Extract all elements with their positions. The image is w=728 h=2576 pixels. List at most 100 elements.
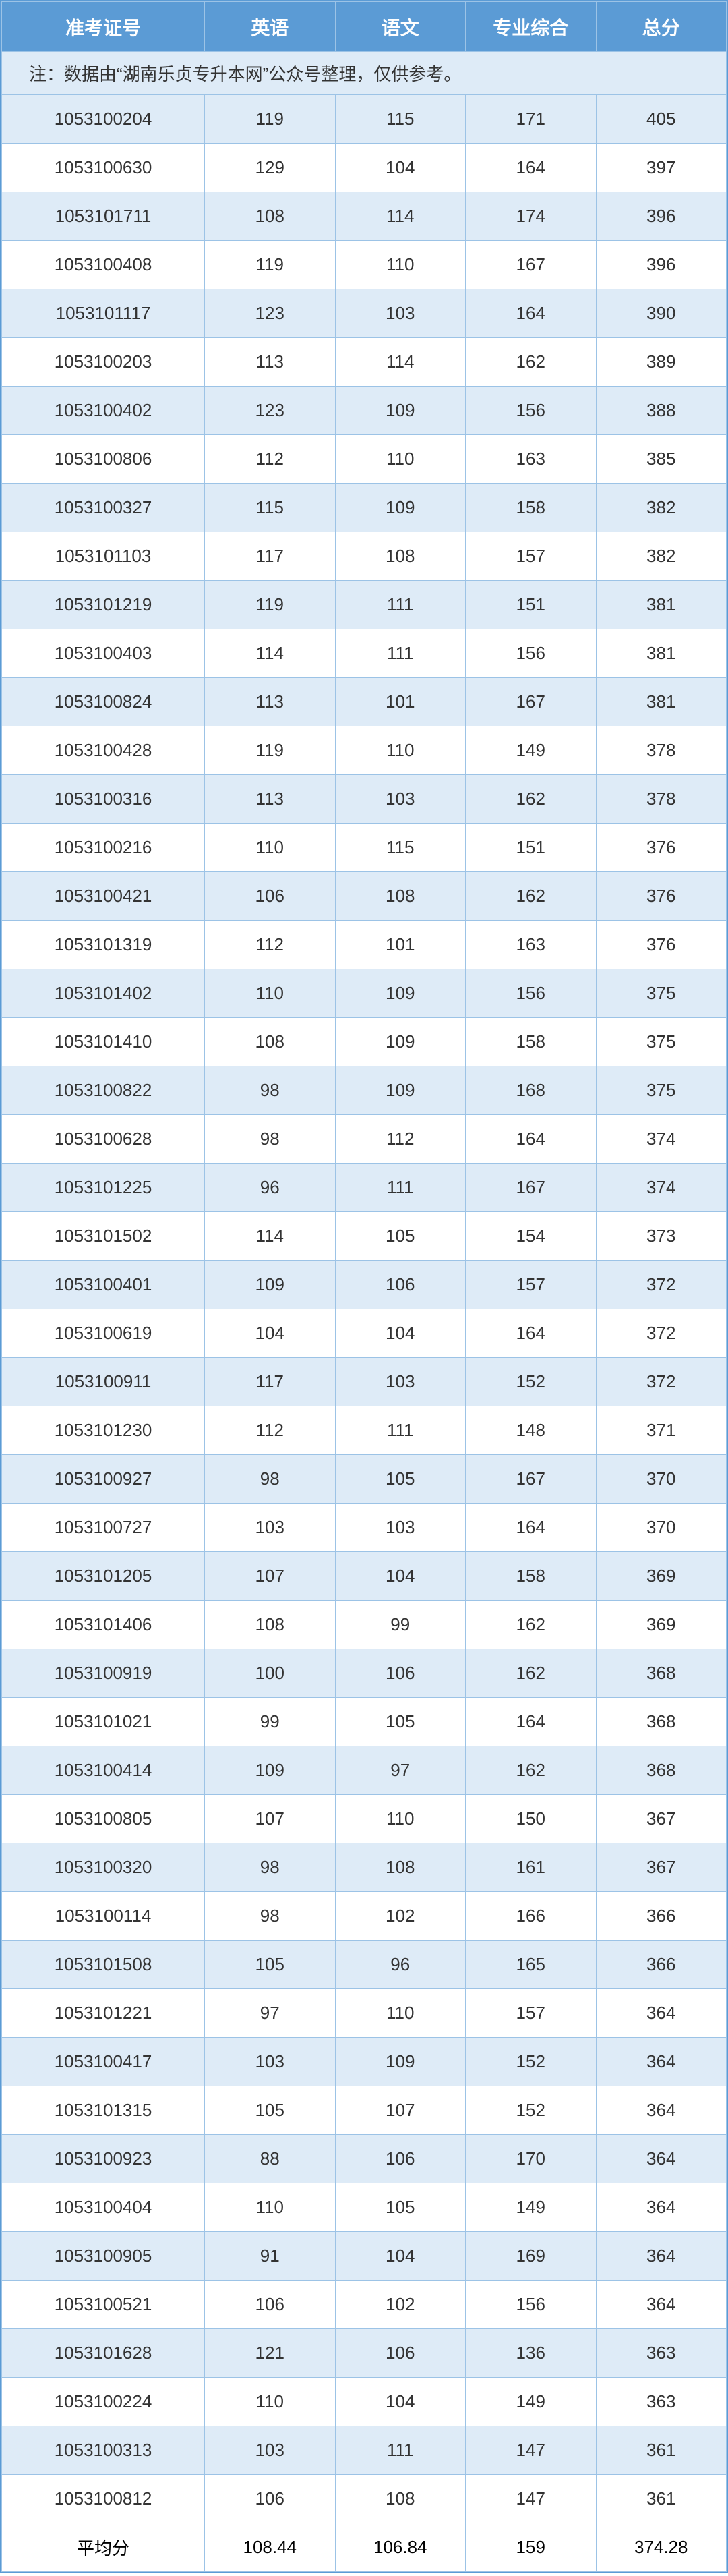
table-row: 1053101628121106136363	[2, 2329, 727, 2378]
cell-total: 385	[596, 435, 727, 484]
cell-major: 154	[466, 1212, 597, 1261]
cell-total: 367	[596, 1843, 727, 1892]
cell-exam-id: 1053100923	[2, 2135, 205, 2183]
table-row: 105310122596111167374	[2, 1164, 727, 1212]
cell-english: 119	[205, 95, 336, 144]
cell-major: 168	[466, 1066, 597, 1115]
table-row: 1053101103117108157382	[2, 532, 727, 581]
cell-english: 109	[205, 1746, 336, 1795]
table-row: 1053100806112110163385	[2, 435, 727, 484]
cell-major: 149	[466, 2378, 597, 2426]
cell-chinese: 110	[335, 1795, 466, 1843]
cell-exam-id: 1053101221	[2, 1989, 205, 2038]
header-chinese: 语文	[335, 2, 466, 52]
cell-chinese: 101	[335, 921, 466, 969]
cell-chinese: 109	[335, 969, 466, 1018]
table-row: 105310011498102166366	[2, 1892, 727, 1941]
footer-english-avg: 108.44	[205, 2523, 336, 2572]
cell-chinese: 104	[335, 2232, 466, 2281]
cell-major: 136	[466, 2329, 597, 2378]
cell-total: 378	[596, 775, 727, 824]
cell-total: 397	[596, 144, 727, 192]
table-row: 1053100204119115171405	[2, 95, 727, 144]
table-row: 1053100727103103164370	[2, 1504, 727, 1552]
cell-chinese: 104	[335, 144, 466, 192]
table-row: 1053100630129104164397	[2, 144, 727, 192]
table-row: 105310041410997162368	[2, 1746, 727, 1795]
cell-english: 110	[205, 824, 336, 872]
header-major: 专业综合	[466, 2, 597, 52]
cell-english: 113	[205, 678, 336, 726]
cell-english: 119	[205, 581, 336, 629]
cell-english: 113	[205, 338, 336, 387]
note-row: 注：数据由“湖南乐贞专升本网”公众号整理，仅供参考。	[2, 52, 727, 95]
cell-total: 366	[596, 1941, 727, 1989]
table-row: 1053100327115109158382	[2, 484, 727, 532]
cell-exam-id: 1053101319	[2, 921, 205, 969]
cell-exam-id: 1053100417	[2, 2038, 205, 2086]
cell-chinese: 111	[335, 1406, 466, 1455]
cell-major: 164	[466, 289, 597, 338]
cell-exam-id: 1053101205	[2, 1552, 205, 1601]
cell-total: 374	[596, 1164, 727, 1212]
cell-exam-id: 1053100313	[2, 2426, 205, 2475]
cell-english: 110	[205, 2378, 336, 2426]
score-table: 准考证号 英语 语文 专业综合 总分 注：数据由“湖南乐贞专升本网”公众号整理，…	[1, 1, 727, 2572]
cell-exam-id: 1053100402	[2, 387, 205, 435]
cell-total: 374	[596, 1115, 727, 1164]
cell-chinese: 104	[335, 2378, 466, 2426]
cell-major: 158	[466, 1018, 597, 1066]
table-row: 105310090591104169364	[2, 2232, 727, 2281]
cell-chinese: 111	[335, 1164, 466, 1212]
cell-english: 123	[205, 387, 336, 435]
table-row: 1053100408119110167396	[2, 241, 727, 289]
cell-total: 376	[596, 921, 727, 969]
cell-chinese: 110	[335, 726, 466, 775]
cell-total: 372	[596, 1309, 727, 1358]
cell-total: 371	[596, 1406, 727, 1455]
cell-major: 167	[466, 1164, 597, 1212]
footer-label: 平均分	[2, 2523, 205, 2572]
cell-english: 104	[205, 1309, 336, 1358]
cell-chinese: 106	[335, 1649, 466, 1698]
cell-major: 174	[466, 192, 597, 241]
cell-major: 151	[466, 824, 597, 872]
footer-major-avg: 159	[466, 2523, 597, 2572]
table-row: 1053100224110104149363	[2, 2378, 727, 2426]
cell-total: 370	[596, 1504, 727, 1552]
cell-total: 382	[596, 532, 727, 581]
cell-total: 364	[596, 2135, 727, 2183]
cell-english: 106	[205, 2281, 336, 2329]
cell-english: 117	[205, 532, 336, 581]
cell-total: 364	[596, 2281, 727, 2329]
cell-total: 389	[596, 338, 727, 387]
cell-exam-id: 1053101230	[2, 1406, 205, 1455]
cell-major: 157	[466, 1989, 597, 2038]
cell-english: 88	[205, 2135, 336, 2183]
cell-exam-id: 1053100224	[2, 2378, 205, 2426]
cell-exam-id: 1053100327	[2, 484, 205, 532]
table-row: 1053101402110109156375	[2, 969, 727, 1018]
cell-chinese: 106	[335, 1261, 466, 1309]
cell-major: 149	[466, 2183, 597, 2232]
cell-chinese: 110	[335, 241, 466, 289]
cell-total: 361	[596, 2426, 727, 2475]
cell-exam-id: 1053101508	[2, 1941, 205, 1989]
header-total: 总分	[596, 2, 727, 52]
cell-chinese: 108	[335, 872, 466, 921]
cell-chinese: 99	[335, 1601, 466, 1649]
cell-major: 166	[466, 1892, 597, 1941]
cell-total: 367	[596, 1795, 727, 1843]
cell-exam-id: 1053100905	[2, 2232, 205, 2281]
cell-english: 103	[205, 2038, 336, 2086]
note-text: 注：数据由“湖南乐贞专升本网”公众号整理，仅供参考。	[2, 52, 727, 95]
cell-exam-id: 1053100911	[2, 1358, 205, 1406]
cell-english: 103	[205, 1504, 336, 1552]
cell-chinese: 111	[335, 629, 466, 678]
cell-exam-id: 1053100414	[2, 1746, 205, 1795]
cell-major: 158	[466, 484, 597, 532]
cell-exam-id: 1053100203	[2, 338, 205, 387]
cell-exam-id: 1053100628	[2, 1115, 205, 1164]
cell-total: 364	[596, 2038, 727, 2086]
cell-total: 364	[596, 1989, 727, 2038]
